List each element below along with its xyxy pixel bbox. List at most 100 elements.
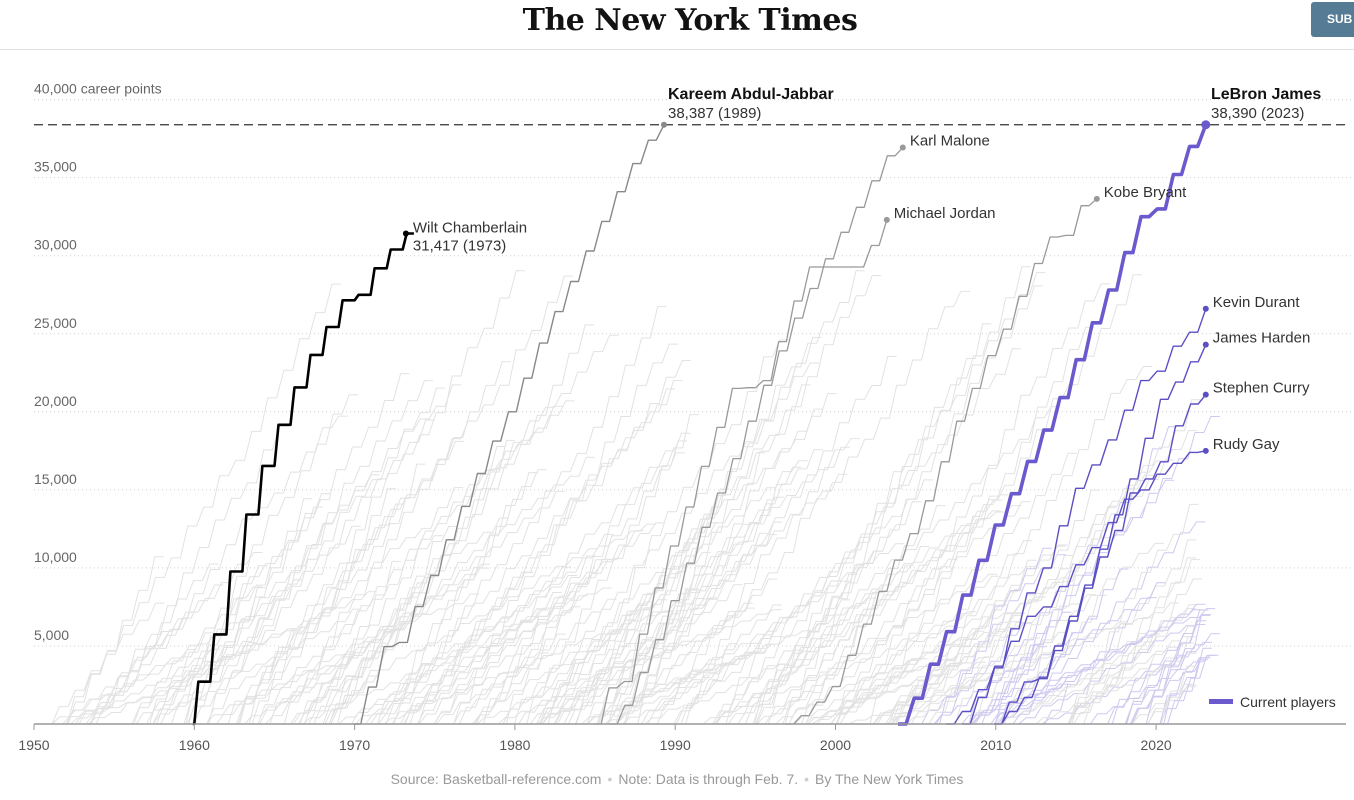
- background-player-line: [393, 306, 667, 725]
- career-points-chart: 5,000 10,000 15,000 20,000 25,000 30,000 35,00…: [18, 81, 1354, 753]
- series-line-kareem-abdul-jabbar: [353, 124, 665, 725]
- background-player-line: [436, 652, 549, 725]
- background-player-line: [1159, 657, 1209, 725]
- background-player-line: [567, 534, 777, 725]
- background-player-line: [961, 609, 1203, 725]
- background-player-line: [996, 603, 1206, 725]
- series-label: Michael Jordan: [894, 205, 996, 222]
- background-player-line: [324, 533, 614, 725]
- series-line-karl-malone: [609, 147, 904, 725]
- background-player-line: [1018, 614, 1212, 725]
- nyt-logo[interactable]: The New York Times: [522, 3, 858, 38]
- series-line-kevin-durant: [962, 308, 1207, 725]
- background-player-line: [993, 669, 1091, 725]
- footer: Source: Basketball-reference.com • Note: D…: [390, 771, 964, 787]
- series-end-dot: [1201, 120, 1211, 130]
- grid-lines: 5,000 10,000 15,000 20,000 25,000 30,000 35,00…: [34, 81, 1354, 647]
- background-player-line: [644, 663, 790, 725]
- series-end-dot: [1093, 195, 1100, 202]
- masthead: The New York Times SUB: [0, 0, 1354, 50]
- background-player-line: [788, 592, 886, 725]
- background-player-line: [307, 490, 565, 725]
- background-player-line: [981, 479, 1175, 725]
- background-player-line: [391, 522, 665, 725]
- background-player-line: [350, 523, 656, 725]
- background-player-line: [206, 487, 464, 725]
- series-sublabel: 38,390 (2023): [1211, 105, 1304, 122]
- background-player-line: [149, 394, 359, 725]
- background-player-line: [939, 547, 1052, 725]
- background-player-line: [1089, 654, 1219, 725]
- x-tick-label: 1950: [18, 737, 49, 753]
- background-player-line: [873, 661, 986, 725]
- series-line-michael-jordan: [593, 219, 888, 725]
- background-player-line: [365, 617, 510, 725]
- background-player-line: [999, 568, 1129, 725]
- series-end-dot: [899, 144, 906, 151]
- background-player-line: [526, 440, 687, 725]
- background-player-line: [869, 326, 1095, 725]
- background-player-line: [292, 574, 438, 725]
- background-player-line: [1067, 539, 1197, 725]
- x-axis: 1950 1960 1970 1980 1990 2000 2010 2020: [18, 723, 1346, 753]
- y-tick-label: 15,000: [34, 471, 77, 487]
- series-sublabel: 31,417 (1973): [413, 238, 506, 255]
- x-tick-label: 1990: [660, 737, 691, 753]
- background-player-line: [298, 535, 443, 725]
- background-player-line: [259, 651, 356, 725]
- background-player-line: [1163, 647, 1212, 725]
- background-player-line: [404, 572, 534, 725]
- y-tick-label: 10,000: [34, 549, 77, 565]
- y-tick-label: 5,000: [34, 627, 69, 643]
- background-player-line: [895, 637, 1041, 725]
- background-player-line: [928, 474, 1154, 725]
- background-player-line: [807, 594, 1096, 725]
- background-player-line: [482, 555, 596, 725]
- background-player-line: [185, 493, 331, 725]
- y-tick-label: 35,000: [34, 159, 77, 175]
- legend: Current players: [1209, 694, 1336, 710]
- background-player-line: [830, 662, 960, 725]
- background-player-line: [1066, 608, 1196, 725]
- background-player-line: [1044, 597, 1157, 725]
- background-player-line: [586, 588, 700, 725]
- series-line-wilt-chamberlain: [192, 232, 414, 726]
- series-label: Rudy Gay: [1213, 436, 1280, 453]
- background-player-line: [1167, 654, 1216, 725]
- background-player-line: [338, 587, 612, 725]
- series-end-dot: [1202, 305, 1209, 312]
- background-player-line: [1147, 665, 1196, 725]
- background-player-line: [89, 563, 219, 725]
- background-player-line: [313, 334, 619, 725]
- background-player-line: [999, 633, 1161, 725]
- background-player-line: [616, 578, 778, 725]
- background-player-line: [237, 361, 511, 725]
- series-end-dot: [1202, 341, 1209, 348]
- background-player-line: [615, 499, 777, 725]
- background-player-line: [622, 662, 736, 725]
- background-player-line: [473, 599, 667, 725]
- background-player-line: [1068, 625, 1197, 725]
- background-player-line: [505, 414, 699, 725]
- background-player-line: [685, 604, 782, 725]
- background-player-line: [641, 643, 738, 725]
- y-tick-label: 20,000: [34, 393, 77, 409]
- background-player-line: [755, 406, 1061, 725]
- background-player-line: [434, 558, 611, 725]
- background-player-line: [892, 430, 1198, 725]
- background-player-line: [477, 609, 783, 725]
- subscribe-button[interactable]: SUB: [1311, 2, 1354, 37]
- background-player-line: [536, 488, 730, 725]
- background-player-line: [657, 446, 850, 725]
- background-player-line: [728, 510, 1001, 725]
- background-player-line: [835, 452, 1077, 725]
- background-player-line: [66, 556, 164, 725]
- x-tick-label: 2000: [820, 737, 851, 753]
- background-player-line: [624, 466, 802, 725]
- x-tick-label: 1960: [179, 737, 210, 753]
- x-tick-label: 1970: [339, 737, 370, 753]
- series-label: Kobe Bryant: [1104, 184, 1187, 201]
- background-player-line: [554, 438, 860, 725]
- background-player-line: [712, 501, 922, 725]
- background-player-line: [836, 283, 1110, 725]
